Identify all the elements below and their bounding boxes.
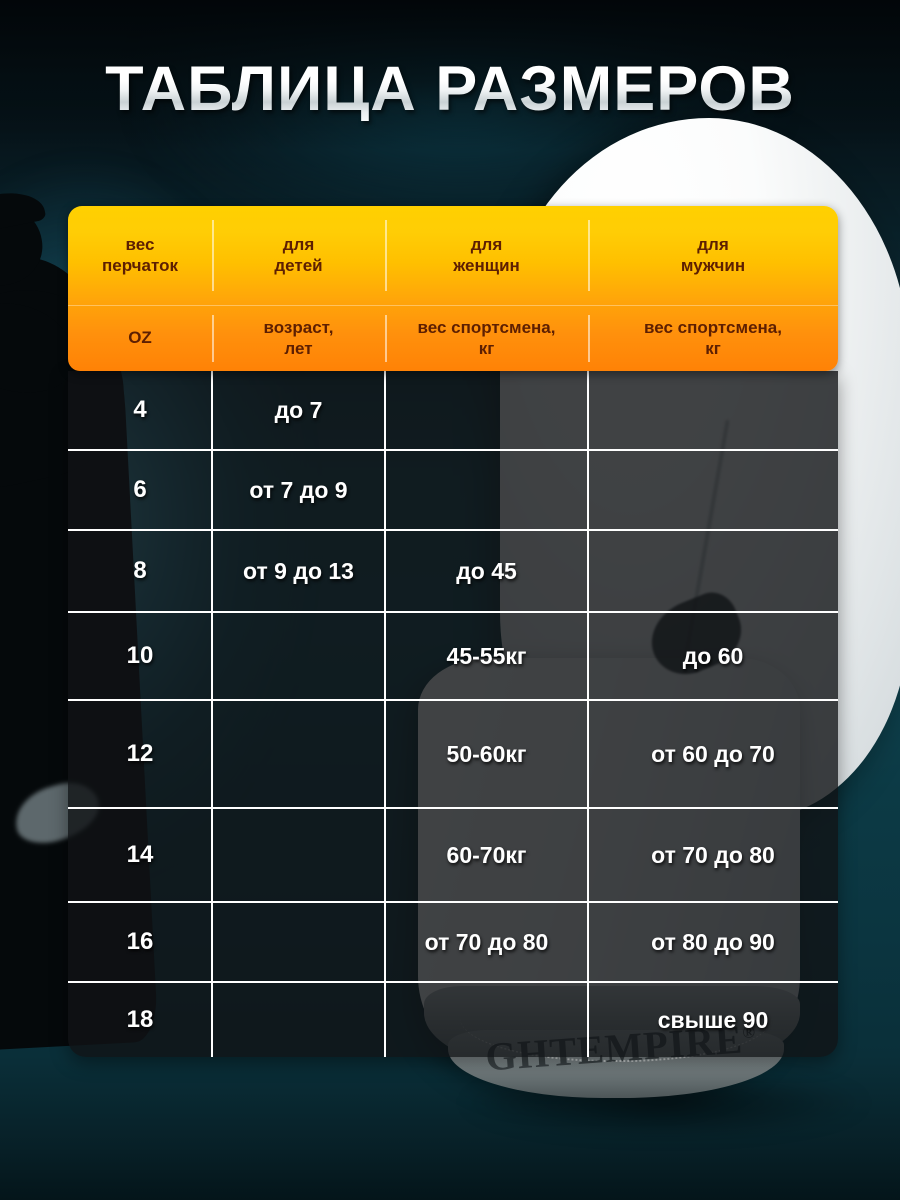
header-line: кг [705, 338, 721, 358]
cell-women: 60-70кг [384, 809, 588, 901]
cell-women [384, 451, 588, 529]
header-line: вес спортсмена, [417, 317, 556, 337]
cell-men [587, 531, 838, 611]
cell-oz: 16 [126, 928, 154, 955]
header-line: женщин [453, 255, 520, 275]
header-line: возраст, [263, 317, 334, 337]
cell-women [384, 983, 588, 1057]
cell-oz: 18 [126, 1006, 154, 1033]
header-unit-women-weight: вес спортсмена, кг [385, 306, 588, 371]
table-body: 4 до 7 6 от 7 до 9 8 от 9 до 13 до 45 10 [68, 371, 838, 1057]
glove-stitching [460, 1018, 772, 1062]
table-row: 18 свыше 90 [68, 981, 838, 1057]
header-unit-men-weight: вес спортсмена, кг [588, 306, 838, 371]
cell-oz: 6 [133, 476, 147, 503]
cell-oz: 10 [126, 642, 154, 669]
cell-men [587, 371, 838, 449]
cell-kids [211, 701, 385, 807]
cell-oz: 4 [133, 396, 147, 423]
header-line: для [282, 234, 315, 254]
cell-kids: от 7 до 9 [211, 451, 385, 529]
header-line: вес [125, 234, 155, 254]
header-line: для [470, 234, 503, 254]
table-row: 8 от 9 до 13 до 45 [68, 529, 838, 611]
cell-men: до 60 [587, 613, 838, 699]
header-unit-age: возраст, лет [212, 306, 385, 371]
table-header: вес перчаток для детей для женщин [68, 206, 838, 371]
cell-men: от 60 до 70 [587, 701, 838, 807]
cell-women: от 70 до 80 [384, 903, 588, 981]
cell-women: до 45 [384, 531, 588, 611]
cell-kids: от 9 до 13 [211, 531, 385, 611]
header-group-women: для женщин [385, 206, 588, 305]
header-line: вес спортсмена, [644, 317, 782, 337]
header-line: OZ [128, 328, 152, 348]
table-row: 6 от 7 до 9 [68, 449, 838, 529]
cell-kids [211, 903, 385, 981]
header-line: мужчин [680, 255, 746, 275]
table-row: 14 60-70кг от 70 до 80 [68, 807, 838, 901]
header-line: для [697, 234, 729, 254]
header-group-men: для мужчин [588, 206, 838, 305]
header-group-kids: для детей [212, 206, 385, 305]
table-header-group-row: вес перчаток для детей для женщин [68, 206, 838, 305]
cell-men: от 70 до 80 [587, 809, 838, 901]
cell-men [587, 451, 838, 529]
table-header-unit-row: OZ возраст, лет вес спортсмена, кг [68, 305, 838, 371]
header-line: перчаток [101, 255, 178, 275]
cell-women [384, 371, 588, 449]
table-row: 4 до 7 [68, 371, 838, 449]
cell-oz: 8 [133, 557, 147, 584]
page-title: ТАБЛИЦА РАЗМЕРОВ [0, 58, 900, 121]
header-group-glove-weight: вес перчаток [68, 206, 212, 305]
cell-women: 50-60кг [384, 701, 588, 807]
table-row: 12 50-60кг от 60 до 70 [68, 699, 838, 807]
header-line: кг [478, 338, 495, 358]
header-line: детей [274, 255, 323, 275]
table-row: 16 от 70 до 80 от 80 до 90 [68, 901, 838, 981]
header-line: лет [284, 338, 313, 358]
size-table: вес перчаток для детей для женщин [68, 206, 838, 1057]
cell-kids [211, 613, 385, 699]
cell-kids: до 7 [211, 371, 385, 449]
cell-men: от 80 до 90 [587, 903, 838, 981]
header-unit-oz: OZ [68, 306, 212, 371]
cell-men: свыше 90 [587, 983, 838, 1057]
table-row: 10 45-55кг до 60 [68, 611, 838, 699]
cell-kids [211, 809, 385, 901]
cell-oz: 14 [126, 841, 154, 868]
cell-kids [211, 983, 385, 1057]
cell-women: 45-55кг [384, 613, 588, 699]
cell-oz: 12 [126, 740, 154, 767]
